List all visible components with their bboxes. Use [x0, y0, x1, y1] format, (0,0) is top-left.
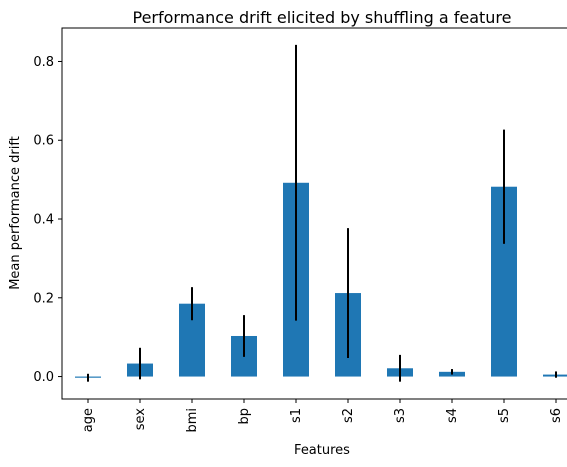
x-tick-label-age: age [81, 408, 96, 432]
y-tick-label: 0.8 [33, 55, 54, 70]
x-axis: age sex bmi bp s1 s2 s3 s4 s5 s6 [81, 399, 564, 433]
x-tick-label-s1: s1 [289, 408, 304, 423]
x-tick-label-s6: s6 [549, 408, 564, 423]
x-tick-label-s5: s5 [497, 408, 512, 423]
y-tick-label: 0.6 [33, 134, 54, 149]
x-tick-label-bmi: bmi [185, 408, 200, 433]
x-tick-label-s3: s3 [393, 408, 408, 423]
x-tick-label-s2: s2 [341, 408, 356, 423]
x-axis-label: Features [294, 443, 350, 458]
y-tick-label: 0.0 [33, 370, 54, 385]
y-axis-label: Mean performance drift [8, 136, 23, 290]
x-tick-label-s4: s4 [445, 408, 460, 423]
error-bars-group [87, 44, 557, 382]
y-axis: 0.0 0.2 0.4 0.6 0.8 [33, 55, 62, 385]
y-tick-label: 0.4 [33, 213, 54, 228]
chart-title: Performance drift elicited by shuffling … [133, 8, 512, 27]
x-tick-label-bp: bp [237, 408, 252, 425]
x-tick-label-sex: sex [133, 408, 148, 431]
y-tick-label: 0.2 [33, 291, 54, 306]
plot-frame [61, 27, 567, 400]
